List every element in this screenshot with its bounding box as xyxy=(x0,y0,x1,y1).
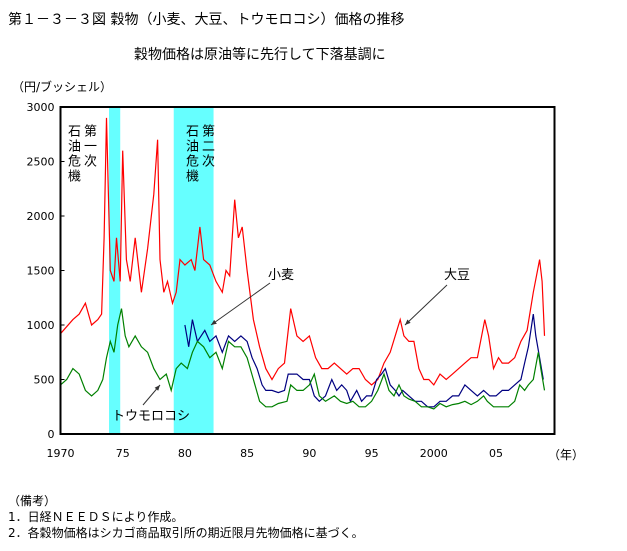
series-line-小麦 xyxy=(184,314,544,408)
x-tick-label: 1970 xyxy=(47,447,75,460)
y-tick-label: 500 xyxy=(34,374,55,387)
band-2-label-col2: 石油危機 xyxy=(183,124,198,184)
arrowhead-icon xyxy=(154,385,160,391)
band-2-label-col1: 第二次 xyxy=(199,124,214,169)
figure-title: 第１－３－３図 穀物（小麦、大豆、トウモロコシ）価格の推移 xyxy=(8,12,405,28)
y-tick-label: 2000 xyxy=(27,210,55,223)
annotation-corn: トウモロコシ xyxy=(112,409,191,424)
x-tick-label: 05 xyxy=(489,447,503,460)
note-item: 2．各穀物価格はシカゴ商品取引所の期近限月先物価格に基づく。 xyxy=(8,526,364,540)
y-tick-label: 3000 xyxy=(27,101,55,114)
annotation-arrow-wheat xyxy=(210,282,271,326)
series-line-トウモロコシ xyxy=(60,308,546,410)
y-tick-label: 2500 xyxy=(27,156,55,169)
plot-frame xyxy=(59,106,556,435)
notes-heading: （備考） xyxy=(8,494,57,508)
oil-crisis-band-2 xyxy=(173,107,214,434)
annotation-wheat: 小麦 xyxy=(268,268,295,283)
y-axis-unit-label: （円/ブッシェル） xyxy=(12,80,113,94)
series-line-大豆 xyxy=(60,117,546,386)
arrowhead-icon xyxy=(405,319,411,325)
y-tick-label: 1000 xyxy=(27,319,55,332)
y-tick-label: 0 xyxy=(48,428,55,441)
x-tick-label: 95 xyxy=(365,447,379,460)
x-tick-label: 75 xyxy=(116,447,130,460)
x-tick-label: 85 xyxy=(240,447,254,460)
x-tick-label: 90 xyxy=(302,447,316,460)
y-tick-label: 1500 xyxy=(27,265,55,278)
x-tick-label: 80 xyxy=(178,447,192,460)
band-1-label-col1: 第一次 xyxy=(81,124,96,169)
x-axis-unit-label: （年） xyxy=(548,448,585,462)
figure-subtitle: 穀物価格は原油等に先行して下落基調に xyxy=(134,47,386,63)
annotation-arrow-soybean xyxy=(404,284,448,326)
arrowhead-icon xyxy=(211,319,217,325)
annotation-soybean: 大豆 xyxy=(444,268,471,283)
band-1-label-col2: 石油危機 xyxy=(65,124,80,184)
note-item: 1．日経ＮＥＥＤＳにより作成。 xyxy=(8,510,184,524)
x-tick-label: 2000 xyxy=(420,447,448,460)
